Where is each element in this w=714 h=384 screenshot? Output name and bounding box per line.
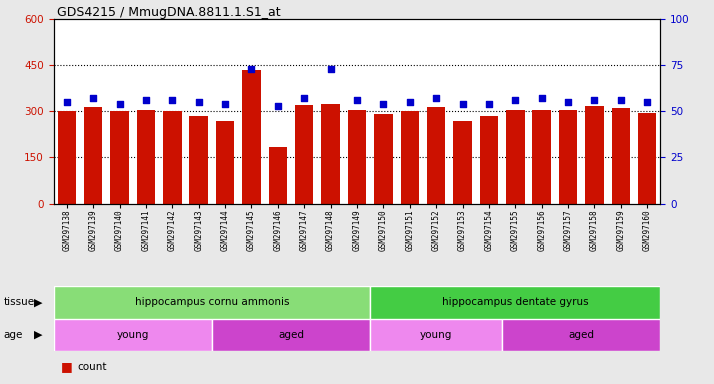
Point (351, 97, 363, 103)
Point (219, 101, 231, 107)
Bar (638, 113, 656, 204)
Bar (216, 121, 234, 204)
Point (87, 95, 99, 101)
Text: ▶: ▶ (34, 330, 43, 340)
Point (193, 99, 204, 105)
Bar (370, 319, 502, 351)
Bar (54, 286, 370, 319)
Point (615, 97, 627, 103)
Bar (585, 106, 604, 204)
Text: hippocampus cornu ammonis: hippocampus cornu ammonis (135, 297, 289, 308)
Bar (321, 104, 340, 204)
Bar (268, 147, 287, 204)
Bar (502, 319, 660, 351)
Bar (54, 319, 212, 351)
Bar (58, 111, 76, 204)
Bar (84, 107, 102, 204)
Bar (212, 319, 370, 351)
Bar (374, 114, 393, 204)
Point (166, 97, 178, 103)
Text: age: age (4, 330, 23, 340)
Bar (401, 111, 419, 204)
Point (272, 103, 283, 109)
Text: aged: aged (278, 330, 304, 340)
Point (378, 101, 389, 107)
Bar (136, 110, 155, 204)
Point (589, 97, 600, 103)
Point (140, 97, 151, 103)
Text: GDS4215 / MmugDNA.8811.1.S1_at: GDS4215 / MmugDNA.8811.1.S1_at (57, 6, 281, 19)
Text: tissue: tissue (4, 297, 35, 308)
Point (642, 99, 653, 105)
Point (536, 95, 548, 101)
Text: count: count (77, 362, 106, 372)
Text: young: young (116, 330, 149, 340)
Bar (110, 111, 129, 204)
Point (325, 66, 336, 72)
Point (298, 95, 310, 101)
Bar (533, 110, 551, 204)
Point (114, 101, 125, 107)
Bar (559, 110, 578, 204)
Bar (295, 105, 313, 204)
Point (246, 66, 257, 72)
Bar (163, 111, 181, 204)
Bar (506, 110, 525, 204)
Text: ■: ■ (61, 360, 72, 373)
Point (404, 99, 416, 105)
Point (61, 99, 72, 105)
Text: ▶: ▶ (34, 297, 43, 308)
Point (563, 99, 574, 105)
Point (510, 97, 521, 103)
Point (483, 101, 495, 107)
Point (431, 95, 442, 101)
Text: ■: ■ (61, 383, 72, 384)
Bar (480, 116, 498, 204)
Bar (453, 121, 472, 204)
Bar (348, 110, 366, 204)
Bar (242, 70, 261, 204)
Bar (427, 107, 446, 204)
Text: young: young (420, 330, 453, 340)
Point (457, 101, 468, 107)
Bar (370, 286, 660, 319)
Bar (612, 108, 630, 204)
Text: hippocampus dentate gyrus: hippocampus dentate gyrus (442, 297, 588, 308)
Bar (189, 116, 208, 204)
Text: aged: aged (568, 330, 594, 340)
